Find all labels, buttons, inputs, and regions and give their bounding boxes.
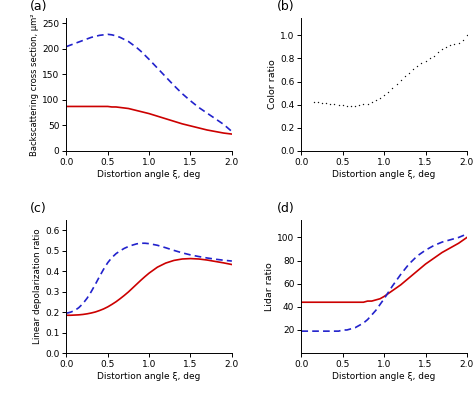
X-axis label: Distortion angle ξ, deg: Distortion angle ξ, deg <box>332 372 436 381</box>
Text: (c): (c) <box>30 202 47 215</box>
Text: (b): (b) <box>276 0 294 13</box>
Y-axis label: Color ratio: Color ratio <box>268 59 277 109</box>
Y-axis label: Linear depolarization ratio: Linear depolarization ratio <box>33 229 42 344</box>
Y-axis label: Lidar ratio: Lidar ratio <box>265 262 274 311</box>
Y-axis label: Backscattering cross section, μm²: Backscattering cross section, μm² <box>30 13 39 156</box>
Text: (a): (a) <box>30 0 47 13</box>
X-axis label: Distortion angle ξ, deg: Distortion angle ξ, deg <box>332 170 436 179</box>
Text: (d): (d) <box>276 202 294 215</box>
X-axis label: Distortion angle ξ, deg: Distortion angle ξ, deg <box>98 170 201 179</box>
X-axis label: Distortion angle ξ, deg: Distortion angle ξ, deg <box>98 372 201 381</box>
